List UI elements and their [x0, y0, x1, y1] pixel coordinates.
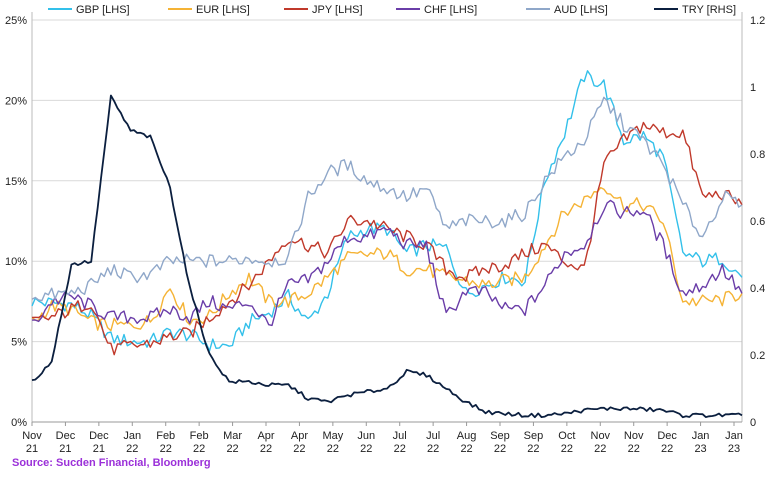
- source-note: Source: Sucden Financial, Bloomberg: [12, 457, 211, 469]
- axes: [31, 12, 743, 423]
- x-tick-year: 22: [460, 443, 472, 455]
- x-tick-year: 22: [260, 443, 272, 455]
- x-tick-label: Dec: [89, 430, 109, 442]
- left-axis-ticks: 0% 5% 10% 15% 20% 25%: [5, 15, 27, 429]
- x-tick-label: Aug: [457, 430, 477, 442]
- y-right-tick-label: 1: [750, 82, 756, 94]
- x-tick-label: Dec: [657, 430, 677, 442]
- x-tick-year: 21: [59, 443, 71, 455]
- x-tick-label: May: [322, 430, 343, 442]
- x-tick-label: Feb: [156, 430, 175, 442]
- x-tick-year: 22: [628, 443, 640, 455]
- legend-label: TRY [RHS]: [682, 4, 736, 16]
- legend: GBP [LHS] EUR [LHS] JPY [LHS] CHF [LHS] AUD …: [48, 4, 736, 16]
- x-tick-label: Jan: [692, 430, 710, 442]
- y-right-tick-label: 0.8: [750, 149, 765, 161]
- x-tick-year: 22: [327, 443, 339, 455]
- x-tick-year: 22: [561, 443, 573, 455]
- x-tick-label: Nov: [591, 430, 611, 442]
- series-line-chf: [31, 199, 743, 327]
- x-tick-year: 22: [594, 443, 606, 455]
- x-tick-label: Apr: [291, 430, 308, 442]
- x-tick-label: Sep: [490, 430, 510, 442]
- x-tick-label: Jun: [357, 430, 375, 442]
- x-tick-label: Nov: [624, 430, 644, 442]
- x-tick-label: Jul: [393, 430, 407, 442]
- x-tick-year: 22: [160, 443, 172, 455]
- legend-label: CHF [LHS]: [424, 4, 477, 16]
- y-right-tick-label: 0.4: [750, 283, 765, 295]
- x-tick-year: 23: [728, 443, 740, 455]
- gridlines: [32, 19, 742, 343]
- x-tick-year: 22: [193, 443, 205, 455]
- y-right-tick-label: 0.6: [750, 216, 765, 228]
- legend-label: EUR [LHS]: [196, 4, 250, 16]
- x-tick-year: 21: [93, 443, 105, 455]
- x-tick-year: 22: [126, 443, 138, 455]
- y-right-tick-label: 0.2: [750, 350, 765, 362]
- x-tick-year: 22: [394, 443, 406, 455]
- x-axis-ticks: Nov21Dec21Dec21Jan22Feb22Feb22Mar22Apr22…: [22, 422, 743, 455]
- x-tick-label: Dec: [56, 430, 76, 442]
- x-tick-year: 22: [494, 443, 506, 455]
- x-tick-label: Nov: [22, 430, 42, 442]
- y-left-tick-label: 0%: [11, 417, 27, 429]
- y-left-tick-label: 10%: [5, 256, 27, 268]
- y-right-tick-label: 1.2: [750, 15, 765, 27]
- legend-label: GBP [LHS]: [76, 4, 130, 16]
- x-tick-year: 23: [694, 443, 706, 455]
- series-line-gbp: [31, 70, 743, 352]
- series-line-aud: [31, 96, 743, 302]
- x-tick-label: Oct: [558, 430, 575, 442]
- y-right-tick-label: 0: [750, 417, 756, 429]
- x-tick-label: Apr: [257, 430, 274, 442]
- y-left-tick-label: 25%: [5, 15, 27, 27]
- legend-label: AUD [LHS]: [554, 4, 608, 16]
- y-left-tick-label: 15%: [5, 176, 27, 188]
- series-line-jpy: [31, 121, 743, 356]
- x-tick-year: 21: [26, 443, 38, 455]
- legend-label: JPY [LHS]: [312, 4, 363, 16]
- x-tick-label: Jan: [725, 430, 743, 442]
- x-tick-label: Sep: [524, 430, 544, 442]
- y-left-tick-label: 20%: [5, 95, 27, 107]
- y-left-tick-label: 5%: [11, 337, 27, 349]
- x-tick-label: Jan: [123, 430, 141, 442]
- series-line-try: [31, 94, 743, 419]
- x-tick-label: Feb: [190, 430, 209, 442]
- x-tick-year: 22: [427, 443, 439, 455]
- series-line-eur: [31, 186, 743, 332]
- x-tick-year: 22: [360, 443, 372, 455]
- series-lines: [31, 70, 743, 419]
- x-tick-year: 22: [661, 443, 673, 455]
- x-tick-year: 22: [226, 443, 238, 455]
- x-tick-year: 22: [527, 443, 539, 455]
- x-tick-label: Mar: [223, 430, 242, 442]
- x-tick-label: Jul: [426, 430, 440, 442]
- x-tick-year: 22: [293, 443, 305, 455]
- right-axis-ticks: 0 0.2 0.4 0.6 0.8 1 1.2: [750, 15, 765, 429]
